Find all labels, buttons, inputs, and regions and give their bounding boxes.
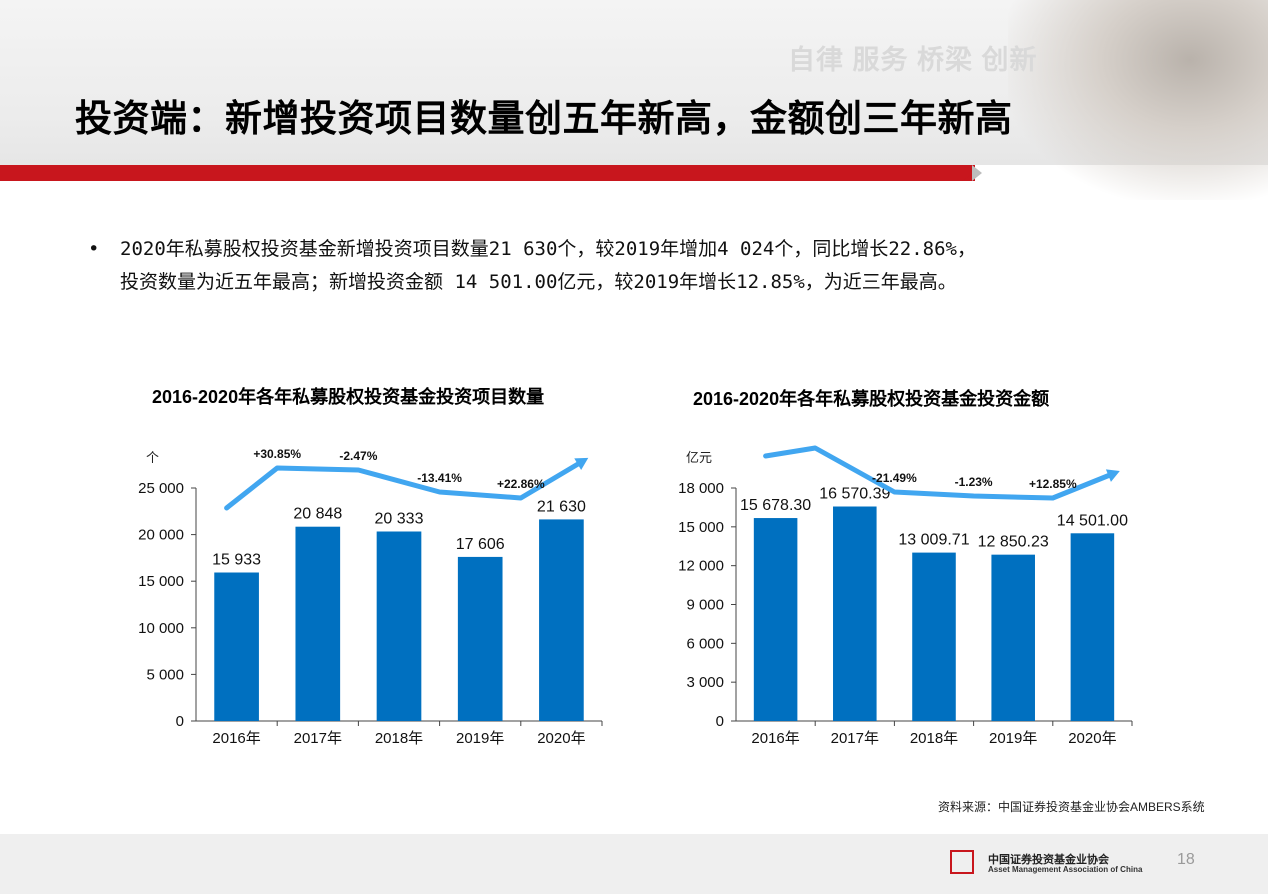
y-tick-label: 10 000: [138, 620, 184, 637]
growth-rate-label: +12.85%: [1029, 477, 1077, 491]
summary-line-2: 投资数量为近五年最高；新增投资金额 14 501.00亿元，较2019年增长12…: [120, 271, 957, 293]
bar-2017年: [295, 526, 341, 721]
x-tick-label: 2016年: [212, 730, 260, 747]
data-source-note: 资料来源：中国证券投资基金业协会AMBERS系统: [938, 800, 1205, 814]
growth-trend-arrowhead: [574, 457, 589, 470]
y-tick-label: 18 000: [678, 480, 724, 497]
footer-band: [0, 834, 1268, 894]
x-tick-label: 2017年: [831, 730, 879, 747]
header-motto: 自律 服务 桥梁 创新: [788, 45, 1038, 75]
y-tick-label: 0: [176, 713, 184, 730]
amac-logo-icon: [950, 850, 974, 874]
bar-value-label: 13 009.71: [898, 532, 969, 549]
x-tick-label: 2018年: [375, 730, 423, 747]
y-tick-label: 15 000: [678, 519, 724, 536]
title-bar-chevron: [972, 165, 982, 181]
growth-trend-arrowhead: [1105, 469, 1120, 482]
bar-2018年: [376, 531, 422, 721]
x-tick-label: 2020年: [537, 730, 585, 747]
x-tick-label: 2016年: [751, 730, 799, 747]
growth-rate-label: -13.41%: [417, 471, 462, 485]
bar-value-label: 20 848: [293, 506, 342, 523]
bar-2017年: [833, 506, 877, 721]
growth-rate-label: +22.86%: [497, 477, 545, 491]
y-tick-label: 6 000: [686, 635, 724, 652]
growth-rate-label: -1.23%: [955, 475, 993, 489]
investment-amount-chart: 亿元 0 3 000 6 000 9 000 12 000 15 000 18 000 15 6…: [678, 440, 1133, 747]
y-tick-label: 3 000: [686, 674, 724, 691]
y-tick-label: 25 000: [138, 480, 184, 497]
header-seal-photo: [1008, 0, 1268, 200]
summary-line-1: 2020年私募股权投资基金新增投资项目数量21 630个，较2019年增加4 0…: [120, 238, 976, 260]
growth-rate-label: +30.85%: [253, 447, 301, 461]
x-tick-label: 2018年: [910, 730, 958, 747]
growth-rate-label: -21.49%: [872, 471, 917, 485]
bar-2016年: [753, 518, 798, 721]
bar-value-label: 21 630: [537, 498, 586, 515]
bar-value-label: 20 333: [375, 510, 424, 527]
x-tick-label: 2019年: [989, 730, 1037, 747]
bar-value-label: 14 501.00: [1057, 512, 1128, 529]
bar-value-label: 12 850.23: [978, 534, 1049, 551]
y-tick-label: 0: [716, 713, 724, 730]
x-tick-label: 2019年: [456, 730, 504, 747]
y-tick-label: 9 000: [686, 597, 724, 614]
x-tick-label: 2020年: [1068, 730, 1116, 747]
project-count-chart: 个 0 5 000 10 000 15 000 20 000 25 000 15 933 201…: [138, 447, 603, 747]
y-tick-label: 15 000: [138, 573, 184, 590]
chart-1-title: 2016-2020年各年私募股权投资基金投资项目数量: [152, 387, 545, 407]
growth-rate-label: -2.47%: [339, 449, 377, 463]
bar-value-label: 17 606: [456, 536, 505, 553]
y-axis-unit-label: 个: [146, 450, 159, 465]
bar-2020年: [1070, 533, 1115, 721]
bar-value-label: 15 678.30: [740, 497, 811, 514]
page-number: 18: [1177, 851, 1195, 868]
bar-value-label: 16 570.39: [819, 486, 890, 503]
growth-trend-arrow: [224, 459, 584, 511]
title-underline-bar: [0, 165, 975, 181]
bar-value-label: 15 933: [212, 552, 261, 569]
chart-2-title: 2016-2020年各年私募股权投资基金投资金额: [693, 389, 1050, 409]
growth-trend-arrow: [763, 445, 1115, 501]
y-tick-label: 5 000: [146, 666, 184, 683]
x-tick-label: 2017年: [294, 730, 342, 747]
title-bar-arrow-tip: [962, 165, 974, 181]
growth-rate-label: +5.69%: [795, 440, 836, 441]
bar-2019年: [991, 554, 1035, 721]
bar-2016年: [214, 572, 259, 721]
org-name-en: Asset Management Association of China: [988, 865, 1143, 874]
y-tick-label: 12 000: [678, 558, 724, 575]
bar-2018年: [912, 552, 956, 721]
bar-2019年: [457, 556, 503, 721]
org-name-cn: 中国证券投资基金业协会: [988, 854, 1109, 866]
y-axis-unit-label: 亿元: [686, 450, 712, 465]
bar-2020年: [539, 519, 584, 721]
y-tick-label: 20 000: [138, 527, 184, 544]
page-title: 投资端：新增投资项目数量创五年新高，金额创三年新高: [75, 98, 1013, 139]
bullet-marker: •: [88, 238, 100, 260]
